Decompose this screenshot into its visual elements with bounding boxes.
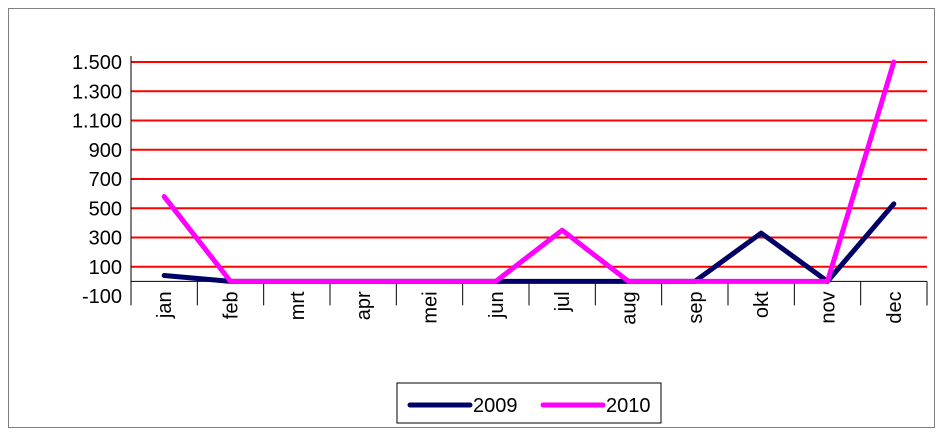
series-line-2009 xyxy=(161,201,897,284)
x-axis-tick-labels: jan feb mrt apr mei jun jul aug sep okt nov dec xyxy=(154,291,906,325)
chart-frame xyxy=(8,8,935,428)
y-tick-label: 700 xyxy=(89,169,122,191)
series-lines xyxy=(161,59,897,284)
y-tick-label: 100 xyxy=(89,257,122,279)
x-tick-label: feb xyxy=(221,291,243,319)
x-tick-label: jan xyxy=(154,291,176,319)
x-tick-label: jun xyxy=(486,291,508,319)
legend-label-2009: 2009 xyxy=(473,395,518,417)
y-tick-label: 1.500 xyxy=(72,52,122,74)
x-tick-label: okt xyxy=(751,291,773,318)
x-tick-label: dec xyxy=(884,291,906,323)
legend: 2009 2010 xyxy=(396,382,662,424)
y-tick-label: 1.100 xyxy=(72,111,122,133)
y-tick-label: 300 xyxy=(89,228,122,250)
x-tick-label: mei xyxy=(420,291,442,323)
y-tick-label: 1.300 xyxy=(72,81,122,103)
y-tick-label: 900 xyxy=(89,140,122,162)
y-tick-label: -100 xyxy=(82,286,122,308)
x-tick-label: jul xyxy=(552,291,574,312)
x-tick-label: sep xyxy=(685,291,707,323)
x-tick-label: mrt xyxy=(287,291,309,320)
legend-label-2010: 2010 xyxy=(606,395,651,417)
gridlines xyxy=(131,61,927,268)
x-tick-label: apr xyxy=(353,291,375,320)
y-tick-label: 500 xyxy=(89,198,122,220)
x-tick-label: aug xyxy=(619,291,641,324)
y-axis-tick-labels: 1.500 1.300 1.100 900 700 500 300 100 -100 xyxy=(72,52,122,308)
x-tick-label: nov xyxy=(818,291,840,323)
series-line-2010 xyxy=(161,59,897,284)
